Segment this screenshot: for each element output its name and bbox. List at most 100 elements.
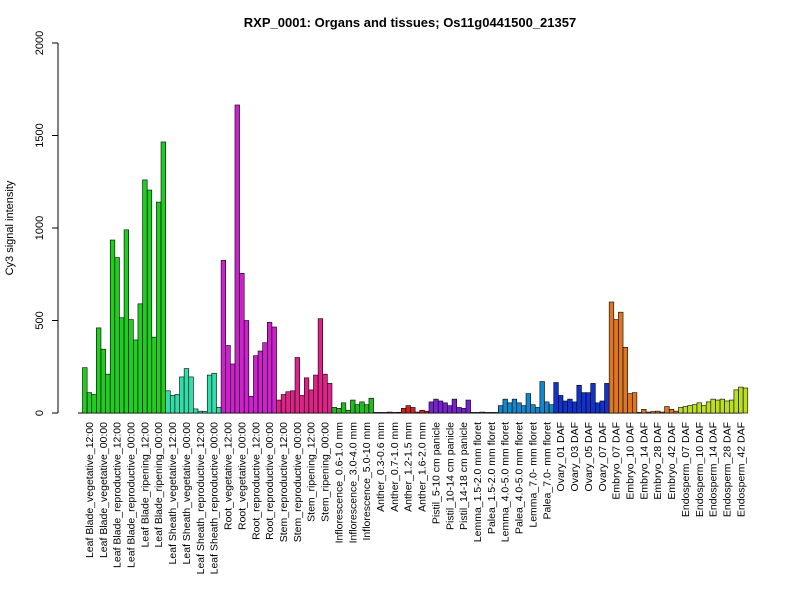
x-tick-label: Root_reproductive_00:00 bbox=[264, 422, 276, 540]
bar bbox=[479, 411, 485, 414]
x-tick-label: Root_vegetative_00:00 bbox=[236, 422, 248, 530]
x-tick-label: Leaf Sheath_vegetative_12:00 bbox=[167, 422, 179, 565]
bar bbox=[447, 405, 453, 414]
bar bbox=[160, 141, 166, 414]
bar bbox=[451, 398, 458, 414]
x-tick-label: Palea_7.0- mm floret bbox=[541, 422, 553, 520]
bar bbox=[364, 404, 370, 414]
bar bbox=[428, 401, 434, 414]
bar bbox=[285, 391, 291, 414]
bar bbox=[668, 408, 675, 414]
bar bbox=[391, 412, 397, 414]
bar bbox=[211, 372, 217, 414]
bar bbox=[608, 301, 615, 414]
bar bbox=[682, 406, 689, 414]
x-tick-label: Leaf Sheath_vegetative_00:00 bbox=[181, 422, 193, 565]
bar bbox=[558, 395, 564, 414]
bar bbox=[636, 412, 642, 414]
bar bbox=[257, 350, 263, 414]
bar bbox=[664, 406, 670, 414]
bar bbox=[673, 410, 679, 414]
bar bbox=[128, 319, 134, 414]
x-tick-label: Inflorescence_3.0-4.0 mm bbox=[347, 422, 359, 544]
bar bbox=[243, 320, 250, 414]
bar bbox=[507, 402, 513, 414]
bar bbox=[308, 389, 314, 414]
bar bbox=[493, 412, 499, 414]
x-tick-label: Stem_ripening_12:00 bbox=[306, 422, 318, 522]
bar bbox=[253, 355, 259, 414]
bar bbox=[202, 411, 208, 414]
y-tick-label: 0 bbox=[34, 410, 46, 416]
bar bbox=[405, 405, 411, 414]
bar bbox=[502, 398, 508, 414]
bar bbox=[317, 318, 324, 414]
x-tick-label: Inflorescence_0.6-1.0 mm bbox=[333, 422, 345, 544]
bar bbox=[290, 390, 296, 414]
bar bbox=[350, 399, 356, 414]
bar bbox=[627, 393, 633, 414]
bar bbox=[724, 400, 730, 414]
bar bbox=[488, 412, 494, 414]
bar bbox=[465, 399, 471, 414]
bar bbox=[114, 257, 120, 414]
bar bbox=[530, 404, 536, 414]
bar bbox=[276, 399, 282, 414]
x-tick-label: Leaf Blade_ripening_12:00 bbox=[139, 422, 151, 548]
x-tick-label: Anther_0.7-1.0 mm bbox=[389, 422, 401, 512]
bar bbox=[188, 376, 194, 414]
bar bbox=[169, 395, 176, 414]
y-tick-label: 2000 bbox=[34, 31, 46, 55]
bar bbox=[631, 392, 638, 414]
bar bbox=[544, 401, 550, 414]
bar bbox=[659, 411, 665, 414]
x-tick-label: Leaf Sheath_reproductive_12:00 bbox=[195, 422, 207, 575]
bar bbox=[525, 393, 531, 414]
bar bbox=[382, 412, 388, 414]
bar bbox=[262, 342, 268, 414]
bar bbox=[437, 400, 444, 414]
bar bbox=[410, 407, 416, 414]
bar bbox=[461, 408, 467, 414]
bar bbox=[359, 401, 365, 414]
bar bbox=[179, 376, 185, 414]
bar bbox=[109, 239, 116, 414]
bar bbox=[400, 408, 407, 414]
y-tick-label: 500 bbox=[34, 311, 46, 329]
bar bbox=[516, 402, 522, 414]
x-tick-label: Stem_reproductive_00:00 bbox=[292, 422, 304, 542]
x-tick-labels: Leaf Blade_vegetative_12:00 Leaf Blade_ve… bbox=[84, 422, 747, 575]
bar bbox=[193, 408, 199, 414]
bar bbox=[377, 412, 384, 414]
x-tick-label: Ovary_03 DAF bbox=[569, 422, 581, 491]
bar bbox=[387, 411, 393, 414]
bar bbox=[696, 402, 702, 414]
bar bbox=[622, 347, 628, 414]
bar bbox=[271, 326, 277, 414]
x-tick-label: Anther_1.2-1.5 mm bbox=[403, 422, 415, 512]
x-tick-label: Anther_0.3-0.6 mm bbox=[375, 422, 387, 512]
x-tick-label: Embryo_14 DAF bbox=[638, 422, 650, 500]
bar bbox=[692, 404, 698, 414]
bar bbox=[165, 390, 171, 414]
bar bbox=[456, 407, 462, 414]
bar bbox=[234, 104, 240, 414]
x-tick-label: Palea_4.0-5.0 mm floret bbox=[514, 422, 526, 534]
bar bbox=[604, 383, 610, 414]
bar bbox=[322, 373, 328, 414]
bar bbox=[119, 317, 125, 414]
bar bbox=[91, 394, 97, 414]
bar bbox=[133, 339, 139, 414]
x-tick-label: Pistil_10-14 cm panicle bbox=[444, 422, 456, 530]
bar bbox=[183, 368, 190, 414]
bar bbox=[733, 389, 739, 414]
bar bbox=[497, 405, 504, 414]
x-tick-label: Leaf Blade_ripening_00:00 bbox=[153, 422, 165, 548]
x-tick-label: Leaf Blade_reproductive_00:00 bbox=[126, 422, 138, 568]
bar bbox=[345, 409, 351, 414]
bar bbox=[590, 383, 596, 414]
bar bbox=[738, 386, 744, 414]
x-tick-label: Stem_reproductive_12:00 bbox=[278, 422, 290, 542]
bar bbox=[248, 396, 254, 414]
bar bbox=[678, 407, 684, 414]
